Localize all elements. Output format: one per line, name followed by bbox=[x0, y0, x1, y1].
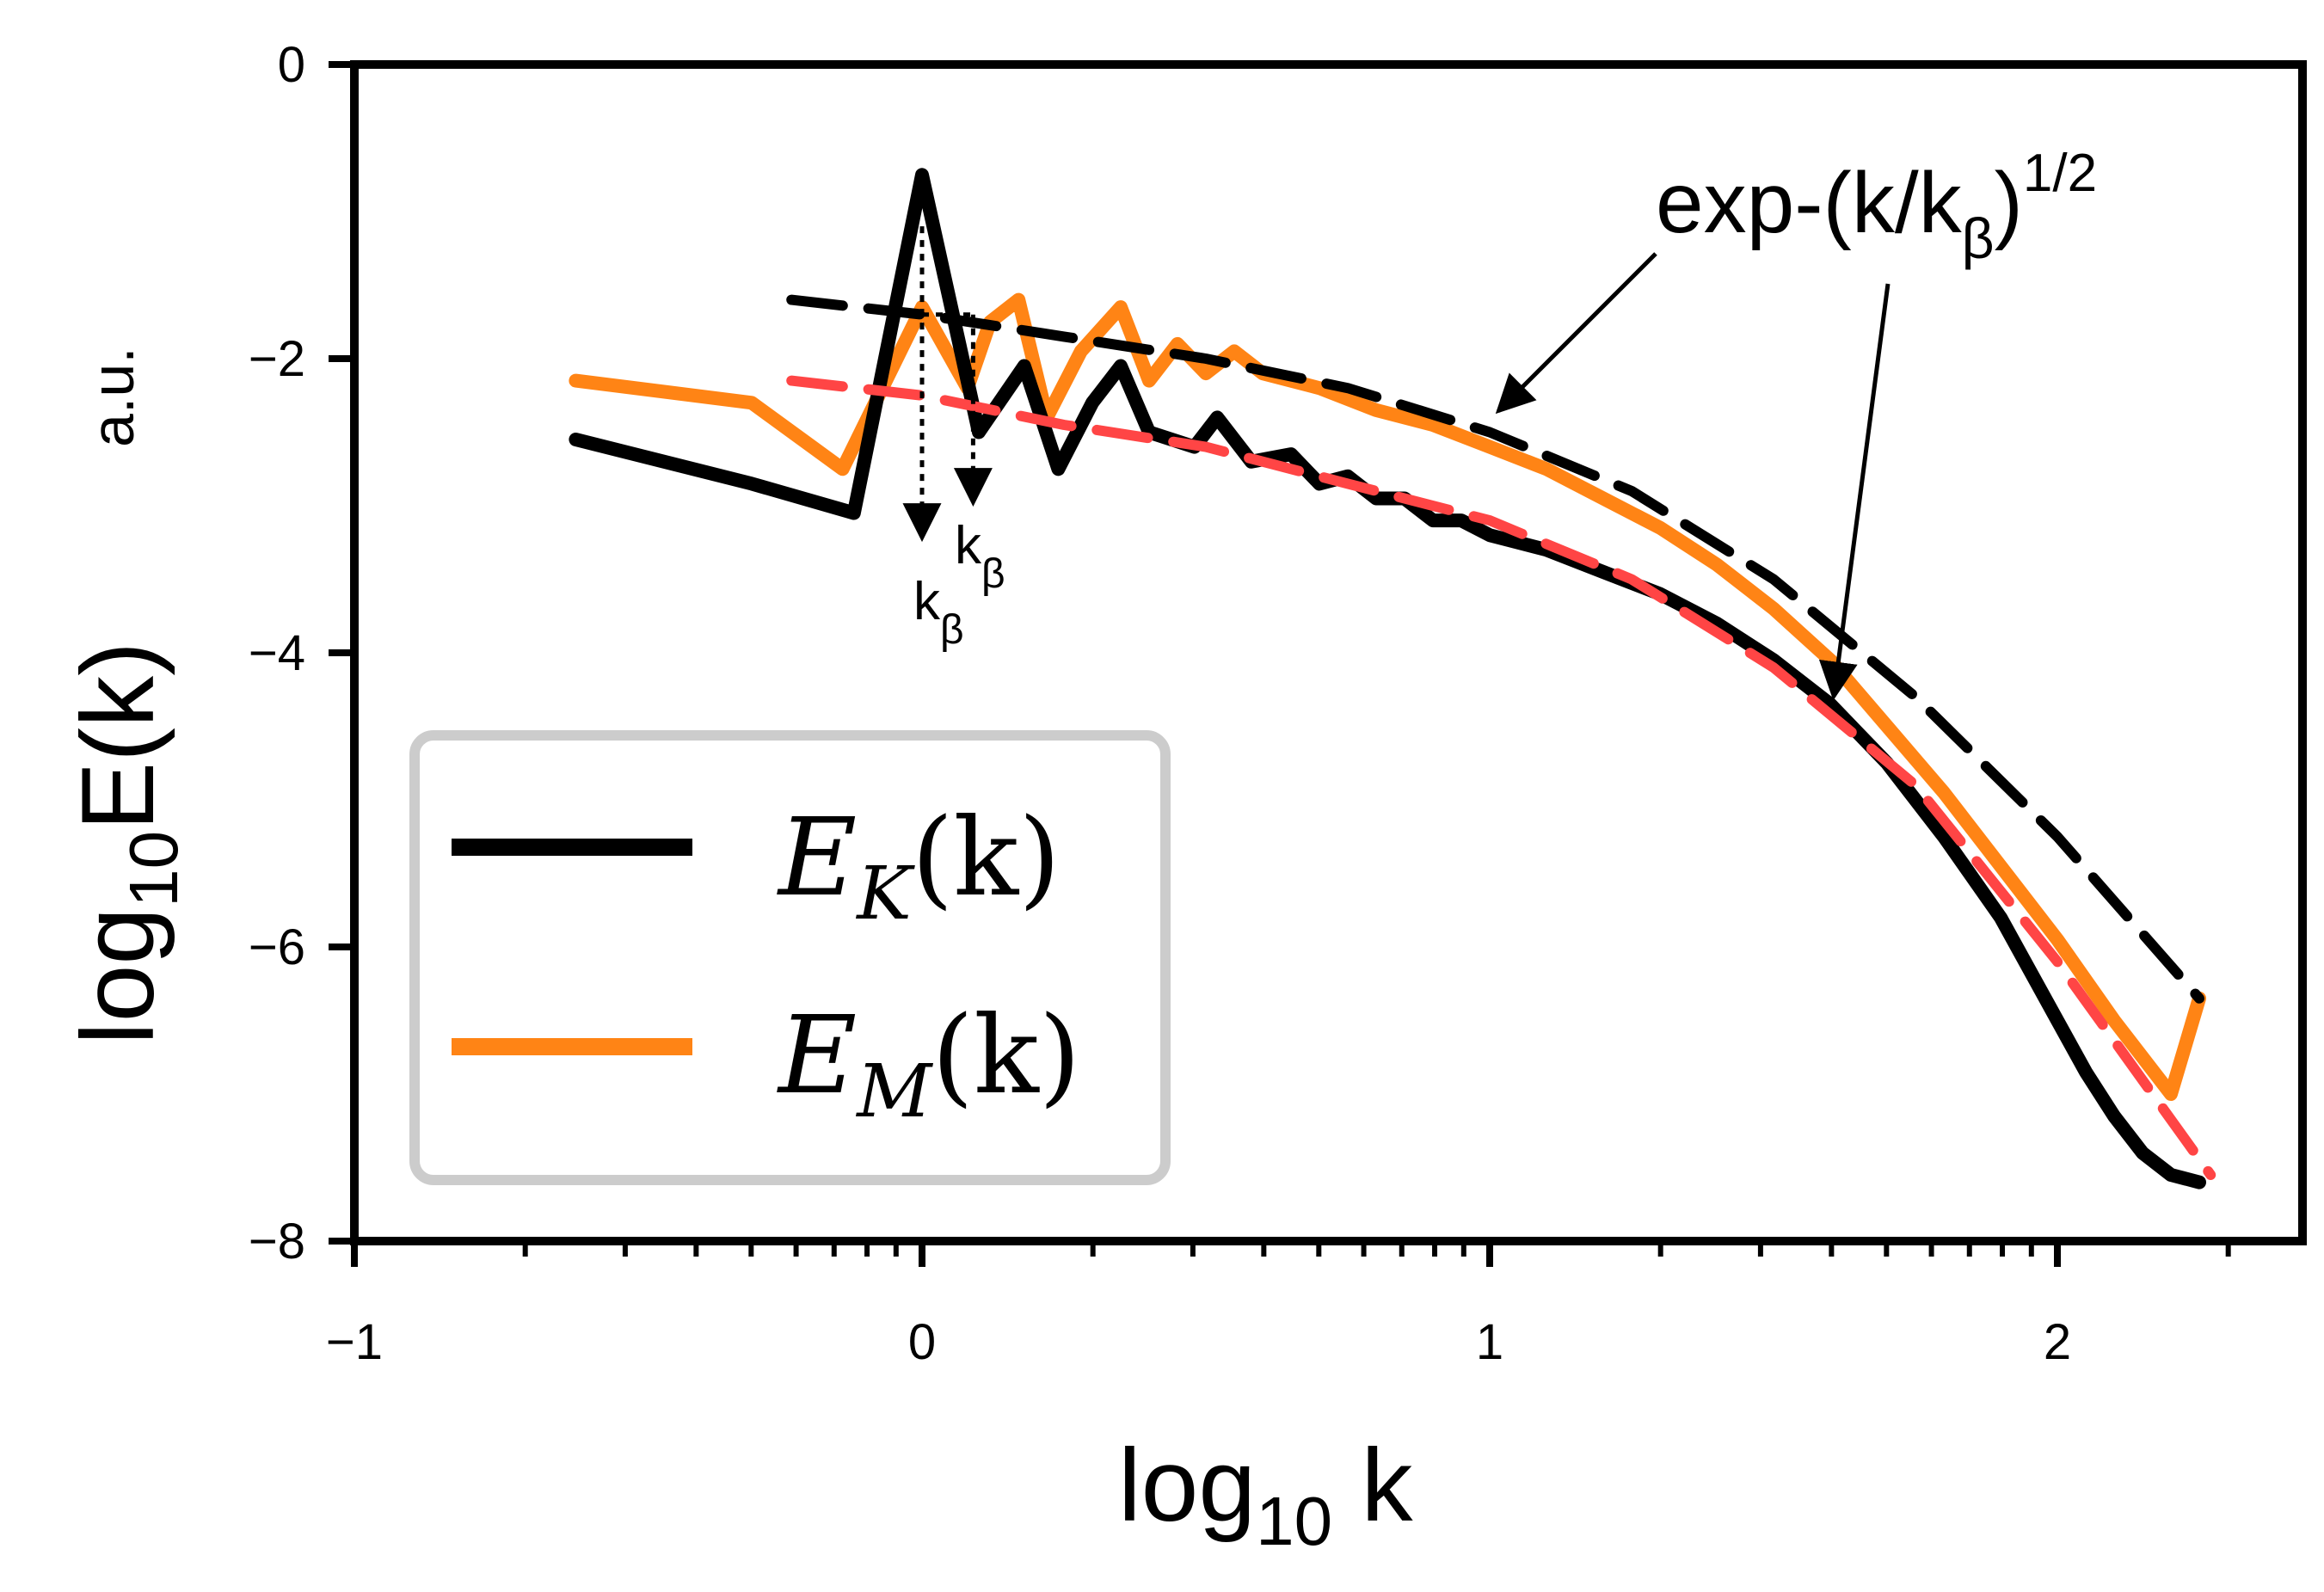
y-tick-labels: 0 −2 −4 −6 −8 bbox=[249, 37, 305, 1269]
y-tick-label: −6 bbox=[249, 919, 305, 975]
x-tick-label: 2 bbox=[2044, 1314, 2071, 1370]
y-axis-units: a.u. bbox=[79, 347, 146, 447]
legend: EK(k) EM(k) bbox=[409, 730, 1171, 1185]
y-axis-title: log10E(k) bbox=[60, 642, 192, 1045]
legend-label-ek: EK(k) bbox=[777, 796, 1061, 937]
fit-annotation: exp-(k/kβ)1/2 bbox=[1656, 144, 2097, 270]
x-tick-labels: −1 0 1 2 bbox=[326, 1314, 2071, 1370]
x-tick-label: −1 bbox=[326, 1314, 383, 1370]
plot-frame bbox=[350, 60, 2307, 1245]
series-line-e-m-k- bbox=[569, 292, 2206, 1101]
series-line-fit-e-k bbox=[786, 375, 2216, 1180]
legend-label-em: EM(k) bbox=[777, 993, 1081, 1134]
kbeta-label-1: kβ bbox=[913, 572, 964, 653]
plot-lines bbox=[569, 168, 2216, 1189]
x-axis-title: log10 k bbox=[1118, 1428, 1413, 1559]
x-tick-label: 0 bbox=[908, 1314, 936, 1370]
fit-arrow-lower bbox=[1818, 283, 1891, 701]
y-tick-label: 0 bbox=[278, 37, 305, 93]
y-tick-label: −2 bbox=[249, 331, 305, 387]
y-tick-label: −8 bbox=[249, 1214, 305, 1269]
fit-arrow-upper bbox=[1495, 252, 1657, 415]
x-tick-label: 1 bbox=[1476, 1314, 1503, 1370]
series-line-fit-e-m bbox=[786, 294, 2204, 1004]
kbeta-markers bbox=[902, 226, 993, 543]
series-line-e-k-k- bbox=[569, 168, 2206, 1189]
kbeta-label-2: kβ bbox=[955, 516, 1005, 597]
y-tick-label: −4 bbox=[249, 625, 305, 681]
